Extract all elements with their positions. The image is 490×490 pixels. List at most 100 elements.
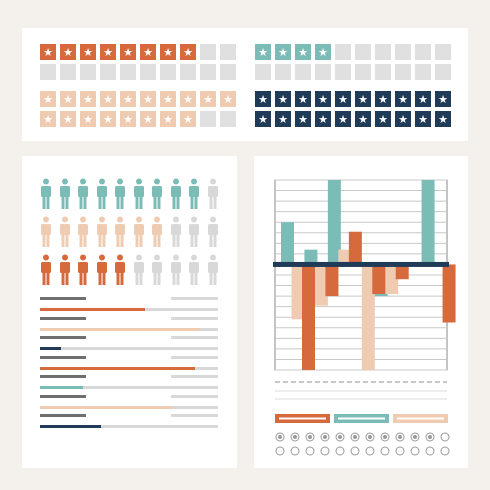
person-icon [170, 216, 182, 248]
star-rating-panel: ★ ★ ★ ★ ★ ★ ★ ★ ★ ★ ★ ★ ★ ★ ★ ★ ★ ★ ★ ★ ★ ★ ★ ★ ★ ★ ★ ★ ★ ★ ★ ★ ★ ★ ★ ★ ★… [22, 28, 468, 141]
progress-track [40, 386, 218, 389]
dot-center [368, 435, 372, 439]
filled-star-cell: ★ [415, 111, 431, 127]
filled-star-cell: ★ [275, 44, 291, 60]
progress-title-bar [40, 394, 86, 398]
filled-star-cell: ★ [60, 91, 76, 107]
empty-star-cell [355, 64, 371, 80]
star-icon: ★ [318, 112, 328, 126]
chart-bar [348, 231, 362, 265]
person-icon [96, 254, 108, 286]
filled-star-cell: ★ [80, 44, 96, 60]
person-icon [114, 216, 126, 248]
star-icon: ★ [278, 45, 288, 59]
star-icon: ★ [338, 92, 348, 106]
star-icon: ★ [43, 45, 53, 59]
empty-dot [440, 432, 450, 442]
empty-dot [350, 446, 360, 456]
progress-title-bar [40, 297, 86, 300]
star-icon: ★ [123, 112, 133, 126]
filled-star-cell: ★ [60, 111, 76, 127]
empty-star-cell [375, 44, 391, 60]
star-icon: ★ [203, 92, 213, 106]
star-icon: ★ [83, 45, 93, 59]
filled-star-cell: ★ [120, 111, 136, 127]
chart-bar [385, 264, 399, 294]
person-icon [151, 254, 163, 286]
star-icon: ★ [123, 45, 133, 59]
person-icon [207, 178, 219, 210]
star-icon: ★ [298, 112, 308, 126]
filled-star-cell: ★ [375, 111, 391, 127]
empty-star-cell [355, 44, 371, 60]
dot-center [383, 435, 387, 439]
empty-star-cell [140, 64, 156, 80]
person-icon [114, 178, 126, 210]
progress-fill [40, 386, 83, 389]
filled-star-cell: ★ [375, 91, 391, 107]
filled-star-cell: ★ [100, 91, 116, 107]
filled-star-cell: ★ [335, 111, 351, 127]
progress-aside-bar [171, 394, 218, 398]
progress-track [40, 347, 218, 350]
empty-star-cell [200, 111, 216, 127]
empty-dot [365, 446, 375, 456]
filled-star-cell: ★ [295, 91, 311, 107]
star-icon: ★ [438, 112, 448, 126]
star-icon: ★ [318, 45, 328, 59]
person-icon [133, 216, 145, 248]
person-icon [59, 216, 71, 248]
dot-center [293, 435, 297, 439]
star-icon: ★ [418, 112, 428, 126]
chart-bar [361, 264, 375, 370]
star-icon: ★ [318, 92, 328, 106]
star-icon: ★ [278, 112, 288, 126]
star-icon: ★ [378, 112, 388, 126]
progress-aside-bar [171, 414, 218, 417]
star-icon: ★ [103, 92, 113, 106]
filled-star-cell: ★ [40, 44, 56, 60]
star-icon: ★ [163, 92, 173, 106]
star-icon: ★ [63, 112, 73, 126]
empty-dot [335, 446, 345, 456]
person-icon [170, 254, 182, 286]
person-icon [96, 216, 108, 248]
empty-star-cell [415, 44, 431, 60]
chart-bar [338, 249, 352, 265]
filled-star-cell: ★ [435, 111, 451, 127]
star-icon: ★ [258, 45, 268, 59]
star-icon: ★ [183, 112, 193, 126]
filled-star-cell: ★ [80, 111, 96, 127]
filled-star-cell: ★ [180, 44, 196, 60]
person-icon [207, 216, 219, 248]
empty-dot [305, 446, 315, 456]
person-icon [133, 254, 145, 286]
chart-bar [421, 180, 435, 265]
filled-star-cell: ★ [315, 44, 331, 60]
filled-star-cell: ★ [160, 91, 176, 107]
chart-bar [372, 264, 386, 294]
filled-star-cell: ★ [100, 111, 116, 127]
empty-star-cell [395, 44, 411, 60]
progress-title-bar [40, 316, 86, 320]
dot-center [428, 435, 432, 439]
dot-center [413, 435, 417, 439]
dot-center [338, 435, 342, 439]
chart-bar [291, 264, 305, 320]
star-icon: ★ [103, 112, 113, 126]
person-icon [188, 178, 200, 210]
filled-star-cell: ★ [200, 91, 216, 107]
star-icon: ★ [398, 112, 408, 126]
empty-dot [380, 446, 390, 456]
legend-swatch-label-line [338, 417, 385, 420]
empty-star-cell [220, 44, 236, 60]
empty-star-cell [100, 64, 116, 80]
filled-star-cell: ★ [120, 91, 136, 107]
star-icon: ★ [398, 92, 408, 106]
progress-aside-bar [171, 336, 218, 339]
empty-dot [320, 446, 330, 456]
filled-star-cell: ★ [160, 44, 176, 60]
empty-star-cell [180, 64, 196, 80]
dot-center [323, 435, 327, 439]
star-icon: ★ [438, 92, 448, 106]
